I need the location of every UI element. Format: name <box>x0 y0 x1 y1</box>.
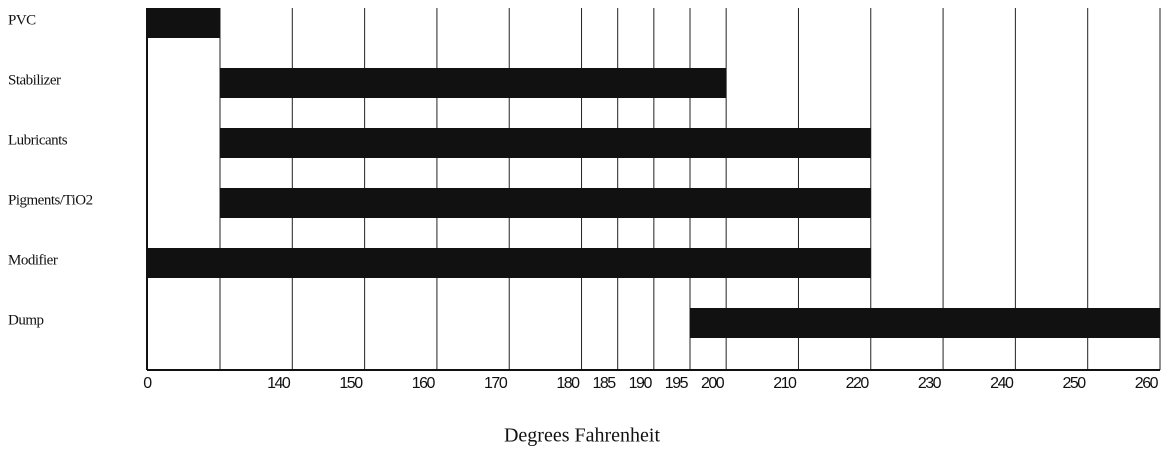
x-tick-label: 0 <box>143 375 152 392</box>
x-tick-label: 230 <box>918 375 942 392</box>
bar <box>147 8 220 38</box>
x-tick-label: 180 <box>556 375 580 392</box>
x-axis-title: Degrees Fahrenheit <box>504 425 660 447</box>
x-tick-label: 210 <box>773 375 797 392</box>
x-tick-label: 260 <box>1135 375 1159 392</box>
row-label: Dump <box>8 312 44 328</box>
x-tick-label: 195 <box>665 375 689 392</box>
x-tick-label: 185 <box>592 375 616 392</box>
x-tick-label: 240 <box>990 375 1014 392</box>
x-tick-label: 160 <box>412 375 436 392</box>
bar <box>690 308 1160 338</box>
x-tick-label: 220 <box>846 375 870 392</box>
bar <box>147 248 871 278</box>
row-label: PVC <box>8 12 36 28</box>
row-label: Pigments/TiO2 <box>8 192 93 208</box>
x-tick-label: 140 <box>267 375 291 392</box>
bar <box>220 188 871 218</box>
x-tick-label: 170 <box>484 375 508 392</box>
row-label: Lubricants <box>8 132 68 148</box>
bar <box>220 128 871 158</box>
bar <box>220 68 727 98</box>
x-tick-label: 190 <box>629 375 653 392</box>
x-tick-label: 150 <box>339 375 363 392</box>
row-label: Stabilizer <box>8 72 61 88</box>
row-label: Modifier <box>8 252 58 268</box>
x-tick-label: 250 <box>1062 375 1086 392</box>
x-tick-label: 200 <box>701 375 725 392</box>
